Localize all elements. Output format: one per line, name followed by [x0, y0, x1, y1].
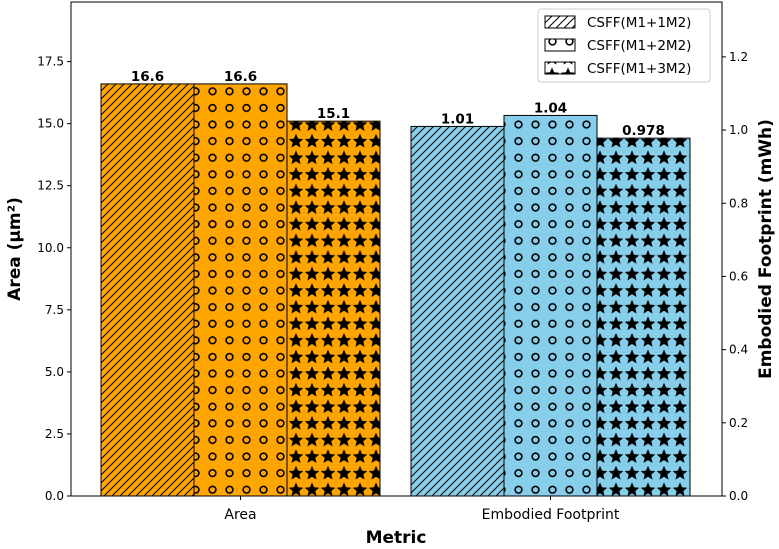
right-tick-label: 1.0 — [729, 123, 748, 137]
right-axis: 0.0 0.2 0.4 0.6 0.8 1.0 1.2 — [722, 50, 748, 503]
bar-pattern-2-3 — [596, 137, 691, 497]
left-tick-label: 17.5 — [37, 55, 64, 69]
legend-label-2: CSFF(M1+2M2) — [587, 38, 691, 54]
right-tick-label: 0.0 — [729, 489, 748, 503]
left-tick-label: 12.5 — [37, 179, 64, 193]
right-axis-title: Embodied Footprint (mWh) — [756, 119, 776, 379]
bar-pattern-2-1 — [410, 125, 505, 497]
legend-label-1: CSFF(M1+1M2) — [587, 15, 691, 31]
data-label-2-1: 1.01 — [441, 111, 474, 127]
legend: CSFF(M1+1M2) CSFF(M1+2M2) CSFF(M1+3M2) — [537, 8, 711, 83]
data-label-2-2: 1.04 — [534, 100, 567, 116]
left-tick-label: 5.0 — [45, 365, 64, 379]
left-tick-label: 2.5 — [45, 427, 64, 441]
left-tick-label: 15.0 — [37, 117, 64, 131]
data-labels-layer: 16.6 16.6 15.1 1.01 1.04 0.978 — [131, 69, 665, 139]
right-tick-label: 1.2 — [729, 50, 748, 64]
left-axis-title: Area (μm²) — [5, 197, 25, 301]
bar-pattern-1-2 — [193, 83, 288, 497]
left-tick-label: 0.0 — [45, 489, 64, 503]
bar-pattern-2-2 — [503, 114, 598, 497]
bar-pattern-1-3 — [286, 120, 381, 497]
bars-layer — [100, 83, 691, 497]
right-tick-label: 0.2 — [729, 416, 748, 430]
data-label-1-2: 16.6 — [224, 69, 257, 85]
bar-pattern-1-1 — [100, 83, 195, 497]
data-label-1-1: 16.6 — [131, 69, 164, 85]
left-tick-label: 10.0 — [37, 241, 64, 255]
right-tick-label: 0.8 — [729, 196, 748, 210]
left-axis: 0.0 2.5 5.0 7.5 10.0 12.5 15.0 17.5 — [37, 55, 71, 503]
legend-swatch-1 — [544, 15, 576, 29]
legend-swatch-2 — [544, 38, 576, 52]
x-axis: Area Embodied Footprint — [224, 496, 620, 523]
legend-swatch-3 — [544, 61, 576, 75]
data-label-2-3: 0.978 — [622, 123, 665, 139]
x-tick-label: Embodied Footprint — [482, 507, 620, 523]
legend-box — [537, 8, 711, 83]
plot-frame — [70, 1, 723, 497]
left-tick-label: 7.5 — [45, 303, 64, 317]
legend-label-3: CSFF(M1+3M2) — [587, 61, 691, 77]
right-tick-label: 0.6 — [729, 269, 748, 283]
x-tick-label: Area — [224, 507, 256, 523]
right-tick-label: 0.4 — [729, 343, 748, 357]
data-label-1-3: 15.1 — [317, 106, 350, 122]
x-axis-title: Metric — [366, 528, 427, 548]
